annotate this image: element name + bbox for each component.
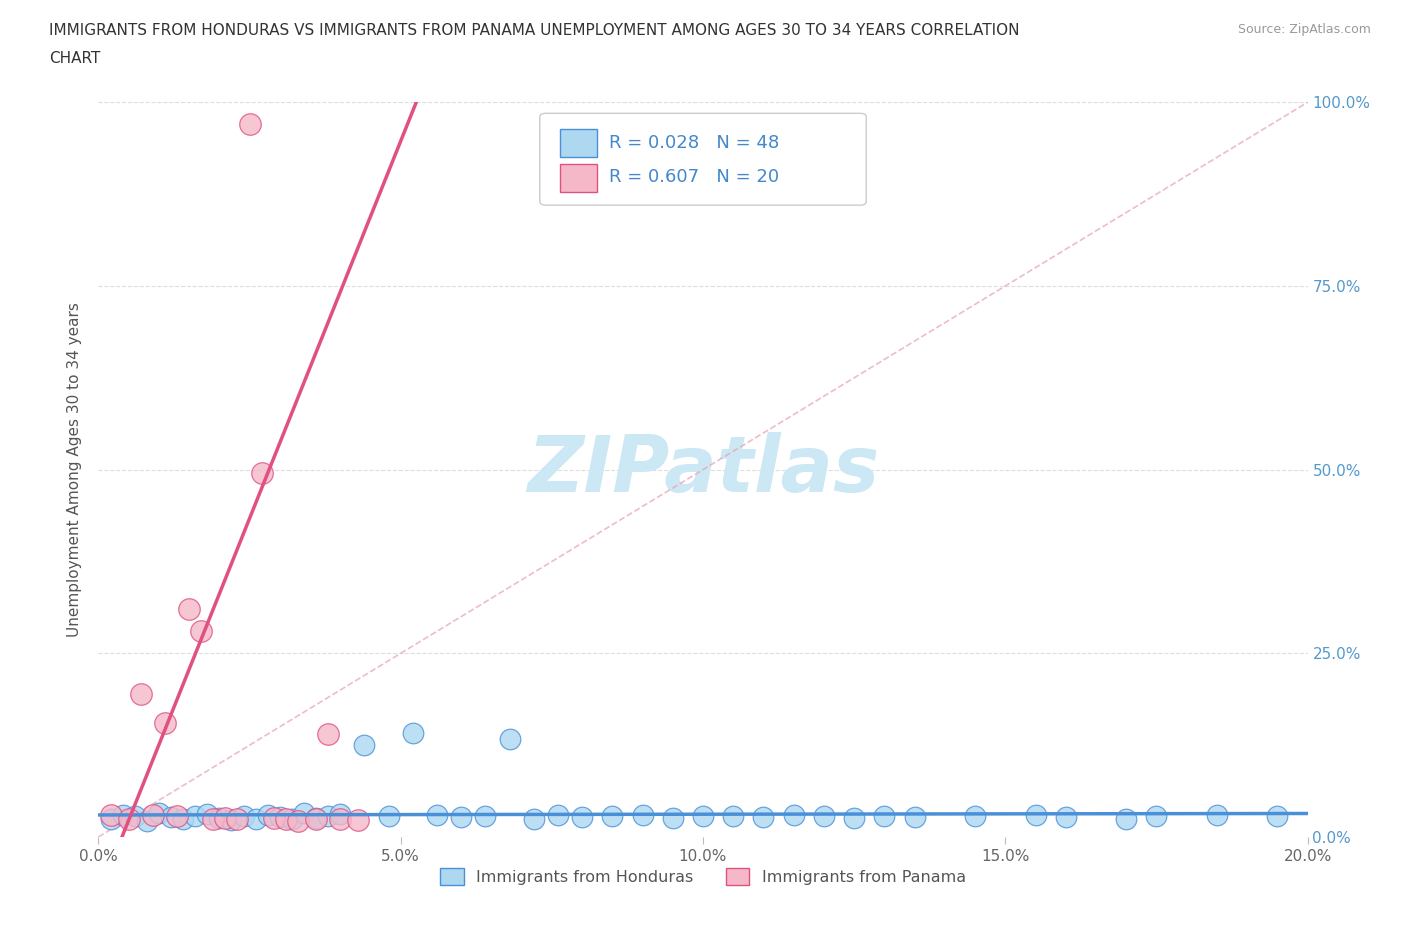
Point xyxy=(221,813,243,828)
Point xyxy=(523,811,546,826)
Point xyxy=(752,810,775,825)
Text: IMMIGRANTS FROM HONDURAS VS IMMIGRANTS FROM PANAMA UNEMPLOYMENT AMONG AGES 30 TO: IMMIGRANTS FROM HONDURAS VS IMMIGRANTS F… xyxy=(49,23,1019,38)
Point xyxy=(263,810,285,825)
Point xyxy=(245,811,267,826)
Point xyxy=(692,809,714,824)
Point xyxy=(783,807,806,822)
Point xyxy=(202,811,225,826)
Point xyxy=(813,809,835,824)
Point xyxy=(347,813,370,828)
Point xyxy=(547,807,569,822)
Point xyxy=(305,811,328,826)
Point xyxy=(287,814,309,829)
Point xyxy=(100,811,122,826)
Point xyxy=(377,809,399,824)
Point xyxy=(129,686,152,701)
FancyBboxPatch shape xyxy=(561,164,596,192)
Point xyxy=(1206,807,1229,822)
Point xyxy=(1267,809,1289,824)
Point xyxy=(190,624,212,639)
Point xyxy=(1024,807,1046,822)
Point xyxy=(965,809,987,824)
Point xyxy=(166,809,188,824)
Text: R = 0.028   N = 48: R = 0.028 N = 48 xyxy=(609,134,779,152)
Point xyxy=(474,809,496,824)
Point xyxy=(160,810,183,825)
Point xyxy=(111,807,134,822)
Point xyxy=(148,806,170,821)
Point xyxy=(184,808,207,823)
Point xyxy=(153,716,176,731)
Point xyxy=(250,466,273,481)
Point xyxy=(602,809,624,824)
Point xyxy=(316,726,339,741)
Point xyxy=(873,808,896,823)
Y-axis label: Unemployment Among Ages 30 to 34 years: Unemployment Among Ages 30 to 34 years xyxy=(67,302,83,637)
Point xyxy=(1144,809,1167,824)
Point xyxy=(179,602,201,617)
Point xyxy=(269,810,291,825)
Point xyxy=(100,807,122,822)
Point xyxy=(844,810,866,825)
Point xyxy=(256,807,278,822)
Point xyxy=(118,811,141,826)
Point xyxy=(1054,810,1077,825)
Point xyxy=(329,811,352,826)
Point xyxy=(498,732,520,747)
Point xyxy=(353,737,375,752)
Text: CHART: CHART xyxy=(49,51,101,66)
Point xyxy=(316,808,339,823)
Text: Source: ZipAtlas.com: Source: ZipAtlas.com xyxy=(1237,23,1371,36)
Point xyxy=(450,810,472,825)
Point xyxy=(232,809,254,824)
Point xyxy=(1115,811,1137,826)
Point xyxy=(172,812,194,827)
Point xyxy=(426,807,449,822)
Point xyxy=(631,807,654,822)
FancyBboxPatch shape xyxy=(540,113,866,206)
Point xyxy=(226,811,249,826)
Point xyxy=(571,810,593,825)
Point xyxy=(195,807,218,822)
Point xyxy=(402,725,425,740)
Point xyxy=(214,810,236,825)
Text: ZIPatlas: ZIPatlas xyxy=(527,432,879,508)
Point xyxy=(723,808,745,823)
Point xyxy=(661,810,683,825)
Point xyxy=(292,806,315,821)
Legend: Immigrants from Honduras, Immigrants from Panama: Immigrants from Honduras, Immigrants fro… xyxy=(433,862,973,892)
Point xyxy=(239,117,262,132)
FancyBboxPatch shape xyxy=(561,129,596,157)
Point xyxy=(142,807,165,822)
Point xyxy=(124,809,146,824)
Point xyxy=(274,812,297,827)
Point xyxy=(135,814,157,829)
Point xyxy=(305,810,328,825)
Point xyxy=(904,810,927,825)
Text: R = 0.607   N = 20: R = 0.607 N = 20 xyxy=(609,168,779,186)
Point xyxy=(208,810,231,825)
Point xyxy=(281,812,304,827)
Point xyxy=(329,807,352,822)
